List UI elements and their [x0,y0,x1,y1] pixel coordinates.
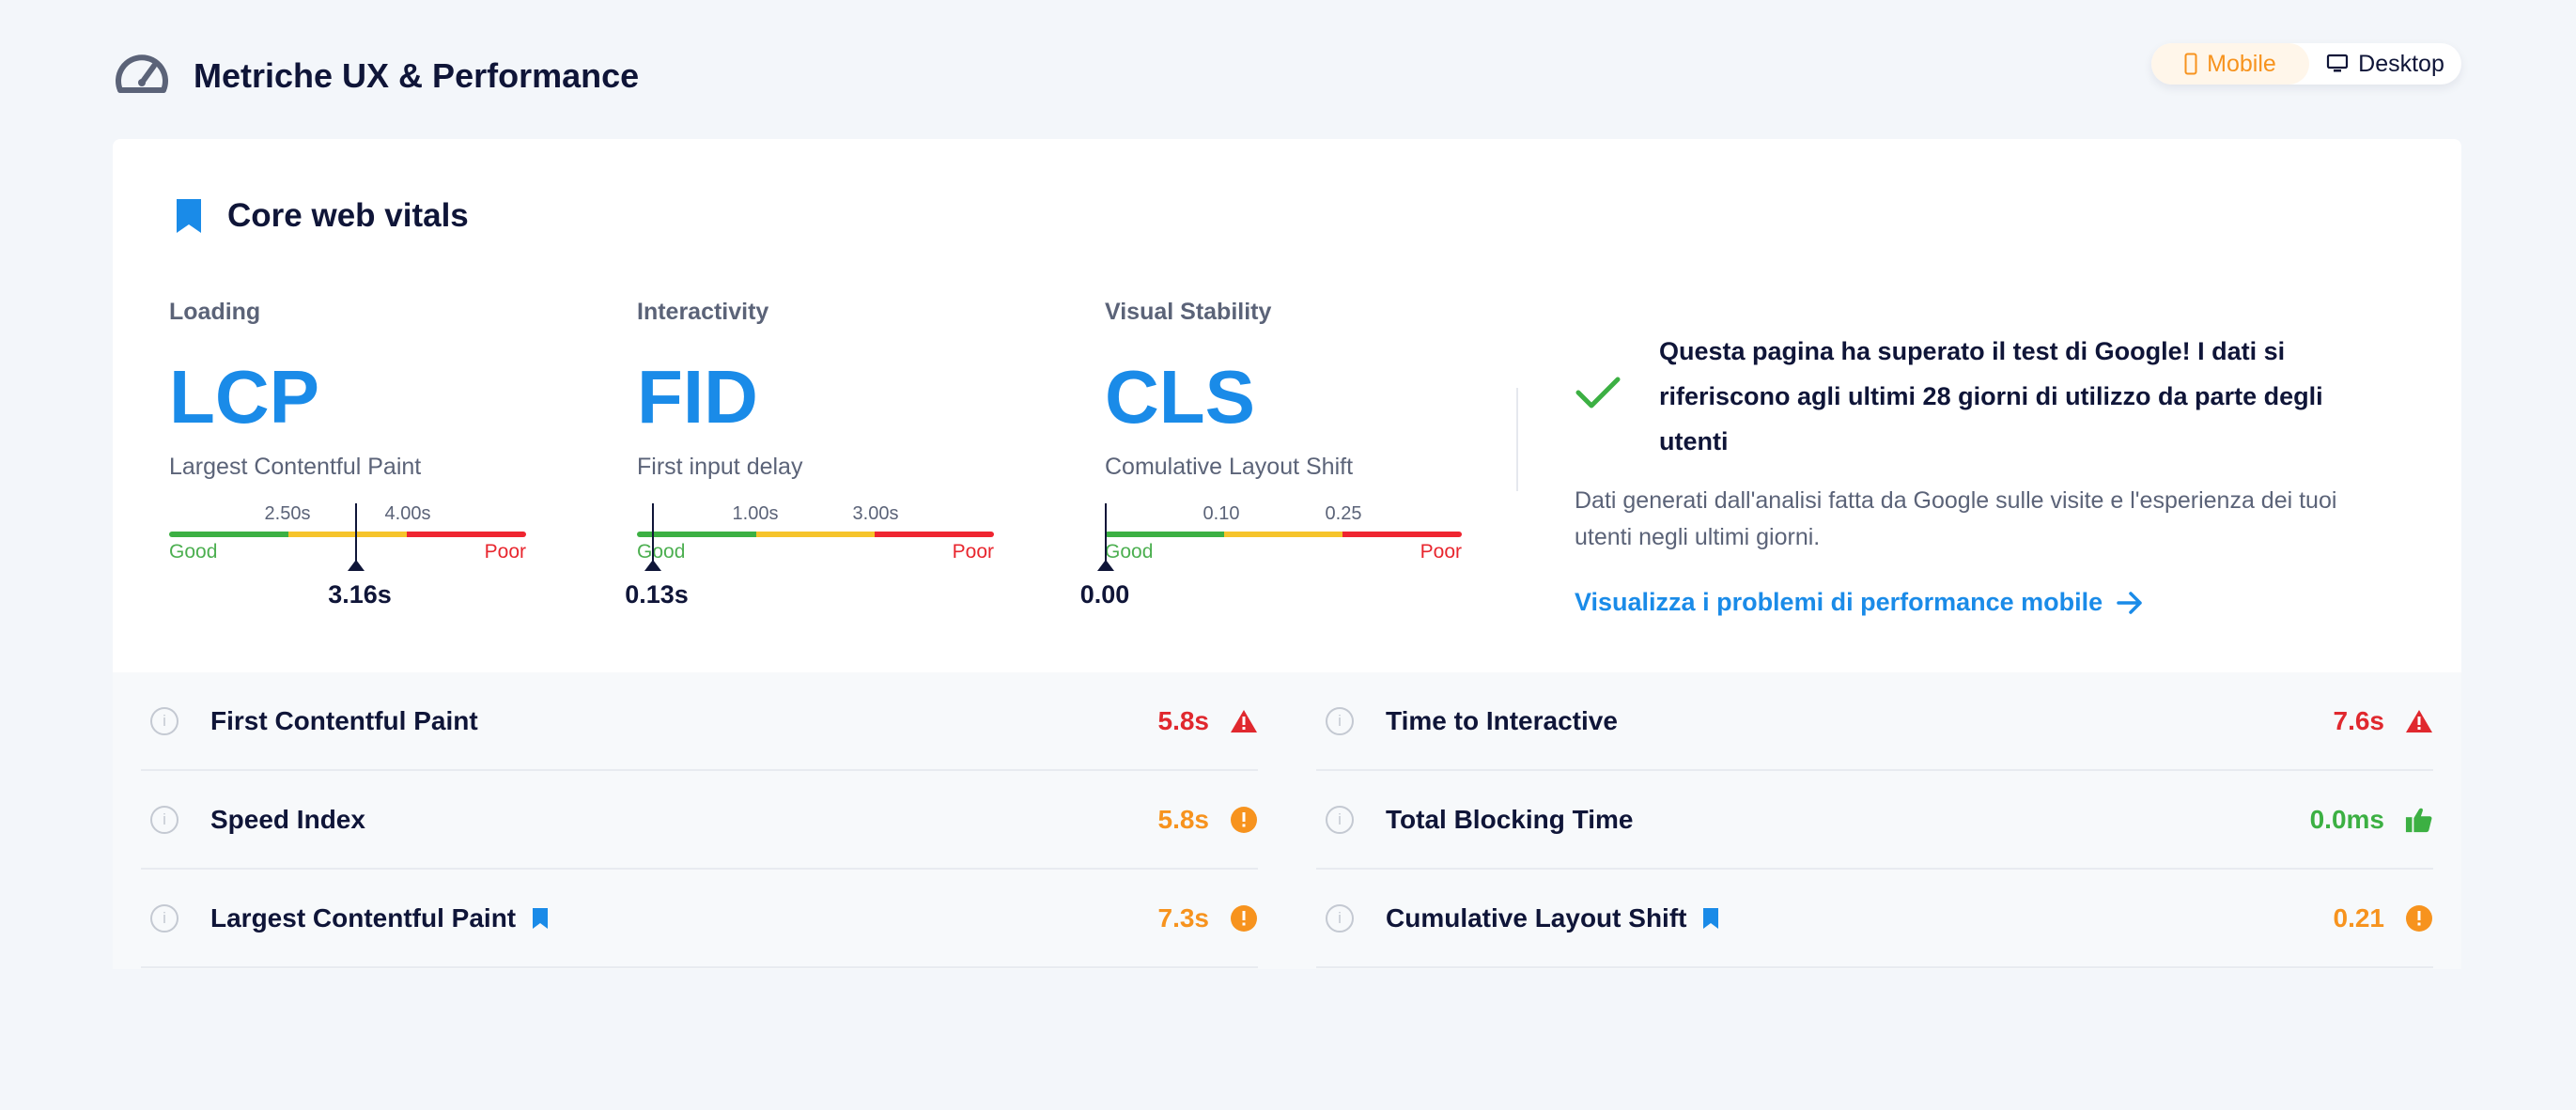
gauge-needle [644,503,661,571]
gauge-threshold-2: 0.25 [1325,503,1362,524]
metric-abbr: FID [637,355,758,439]
metrics-column-right: i Time to Interactive 7.6s i Total Block… [1316,672,2433,969]
metric-gauge: 1.00s 3.00s Good Poor 0.13s [625,503,994,609]
metric-name: Total Blocking Time [1386,804,1634,834]
metric-full-name: First input delay [637,454,803,480]
speedometer-icon [116,54,168,93]
bookmark-icon [1703,907,1719,929]
metric-name: Cumulative Layout Shift [1386,902,1687,933]
info-icon[interactable]: i [1326,903,1354,933]
gauge-good-label: Good [1105,541,1154,563]
mobile-label: Mobile [2207,50,2276,77]
check-icon [1575,377,1621,409]
bookmark-icon [177,199,201,233]
metrics-table: i First Contentful Paint 5.8s i Speed In… [113,672,2461,969]
section-title: Core web vitals [175,197,469,235]
performance-issues-link[interactable]: Visualizza i problemi di performance mob… [1575,588,2382,617]
gauge-threshold-2: 4.00s [384,503,431,524]
metric-value: 5.8s [1157,705,1210,735]
passed-message: Questa pagina ha superato il test di Goo… [1659,337,2323,455]
metric-value: 0.21 [2333,902,2385,933]
table-row: i Cumulative Layout Shift 0.21 [1316,870,2433,968]
gauge-bar [637,532,994,537]
desktop-label: Desktop [2358,50,2444,77]
gauge-poor-label: Poor [484,541,526,563]
table-row: i Largest Contentful Paint 7.3s [141,870,1258,968]
info-icon[interactable]: i [150,903,178,933]
alert-circle-icon [1230,806,1258,834]
info-icon[interactable]: i [1326,706,1354,735]
metric-full-name: Comulative Layout Shift [1105,454,1354,480]
performance-issues-link-label: Visualizza i problemi di performance mob… [1575,588,2103,616]
passed-panel: Questa pagina ha superato il test di Goo… [1575,329,2382,617]
thumbs-up-icon [2405,806,2433,834]
metric-value: 3.16s [328,580,392,609]
mobile-toggle-button[interactable]: Mobile [2151,43,2309,85]
table-row: i Time to Interactive 7.6s [1316,672,2433,771]
device-toggle: Mobile Desktop [2151,43,2461,85]
section-title-text: Core web vitals [227,197,469,234]
metric-value: 7.6s [2333,705,2385,735]
metric-name-wrapper: Largest Contentful Paint [210,903,550,933]
metric-fid: Interactivity FID First input delay 1.00… [625,299,994,609]
metric-value: 0.0ms [2309,804,2384,834]
gauge-threshold-2: 3.00s [852,503,899,524]
metric-value: 7.3s [1157,902,1210,933]
gauge-good-label: Good [637,541,686,563]
vertical-divider [1516,388,1518,491]
metric-gauge: 2.50s 4.00s Good Poor 3.16s [169,503,526,609]
warning-triangle-icon [1230,707,1258,735]
metric-name-wrapper: Cumulative Layout Shift [1386,903,1720,933]
bookmark-icon [533,907,549,929]
gauge-poor-label: Poor [1420,541,1462,563]
metric-cls: Visual Stability CLS Comulative Layout S… [1080,299,1462,609]
table-row: i Total Blocking Time 0.0ms [1316,771,2433,870]
gauge-threshold-1: 1.00s [732,503,779,524]
metrics-column-left: i First Contentful Paint 5.8s i Speed In… [141,672,1258,969]
metric-name: Largest Contentful Paint [210,902,517,933]
gauge-threshold-1: 0.10 [1203,503,1240,524]
warning-triangle-icon [2405,707,2433,735]
metric-category: Interactivity [637,299,769,325]
gauge-needle [348,503,365,571]
metric-category: Visual Stability [1105,299,1272,325]
passed-description: Dati generati dall'analisi fatta da Goog… [1575,487,2337,550]
metric-name: Speed Index [210,804,365,834]
core-web-vitals-card: Core web vitals Loading LCP Largest Cont… [113,139,2461,969]
metric-name: First Contentful Paint [210,705,478,735]
info-icon[interactable]: i [150,706,178,735]
smartphone-icon [2184,53,2197,75]
metric-abbr: LCP [169,355,319,439]
alert-circle-icon [1230,904,1258,933]
metric-value: 5.8s [1157,804,1210,834]
gauge-good-label: Good [169,541,218,563]
metric-category: Loading [169,299,261,325]
metric-value: 0.13s [625,580,689,609]
page-title: Metriche UX & Performance [194,56,640,95]
metric-name: Time to Interactive [1386,705,1618,735]
page-header: Metriche UX & Performance [113,47,639,105]
metric-gauge: 0.10 0.25 Good Poor 0.00 [1080,503,1462,609]
arrow-right-icon [2117,591,2142,614]
table-row: i Speed Index 5.8s [141,771,1258,870]
monitor-icon [2327,54,2349,72]
metric-full-name: Largest Contentful Paint [169,454,422,480]
metric-lcp: Loading LCP Largest Contentful Paint 2.5… [169,299,526,609]
table-row: i First Contentful Paint 5.8s [141,672,1258,771]
metric-abbr: CLS [1105,355,1255,439]
info-icon[interactable]: i [150,805,178,834]
metric-value: 0.00 [1079,580,1130,609]
gauge-poor-label: Poor [952,541,994,563]
gauge-threshold-1: 2.50s [264,503,311,524]
gauge-needle [1097,503,1114,571]
gauge-bar [1105,532,1462,537]
info-icon[interactable]: i [1326,805,1354,834]
desktop-toggle-button[interactable]: Desktop [2309,43,2461,85]
alert-circle-icon [2405,904,2433,933]
gauge-bar [169,532,526,537]
